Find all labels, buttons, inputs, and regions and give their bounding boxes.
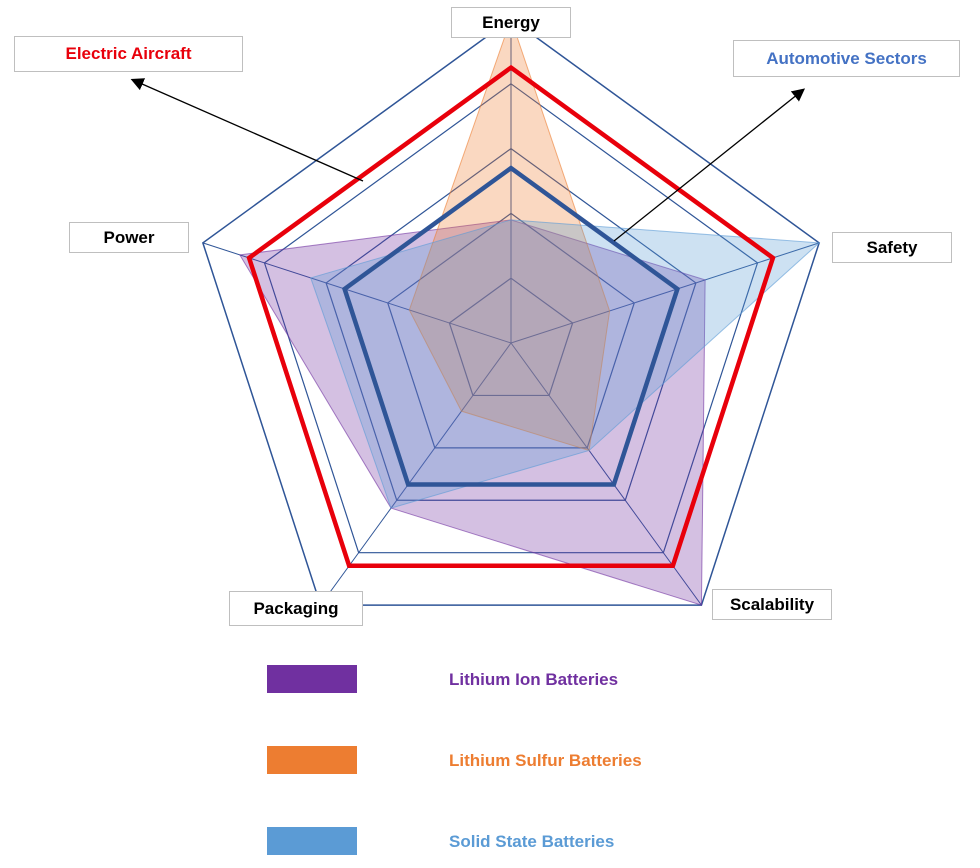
axis-spoke-safety — [510, 242, 820, 344]
axis-label-energy: Energy — [451, 7, 571, 38]
axis-label-safety: Safety — [832, 232, 952, 263]
legend-label-solid-state: Solid State Batteries — [449, 832, 615, 851]
grid-ring-2 — [448, 277, 574, 397]
axis-label-packaging: Packaging — [229, 591, 363, 626]
legend-swatch-lithium-ion — [267, 665, 357, 693]
series-area-lithium-ion-batteries — [239, 219, 706, 606]
grid-ring-10 — [201, 18, 821, 606]
grid-ring-4 — [387, 212, 635, 449]
legend-swatch-solid-state — [267, 827, 357, 855]
series-area-solid-state-batteries — [310, 219, 821, 509]
arrow-automotive-sectors — [613, 88, 806, 242]
axis-label-scalability: Scalability — [712, 589, 832, 620]
axis-spoke-packaging — [320, 342, 512, 606]
series-area-lithium-sulfur-batteries — [408, 17, 611, 452]
legend-label-lithium-sulfur: Lithium Sulfur Batteries — [449, 751, 642, 770]
grid-ring-8 — [263, 83, 759, 554]
grid-ring-6 — [325, 147, 697, 501]
highlight-ring-automotive-sectors — [341, 165, 681, 487]
annotation-electric-aircraft: Electric Aircraft — [14, 36, 243, 72]
legend-swatch-lithium-sulfur — [267, 746, 357, 774]
legend-label-lithium-ion: Lithium Ion Batteries — [449, 670, 619, 689]
arrow-electric-aircraft — [130, 78, 364, 182]
annotation-automotive-sectors: Automotive Sectors — [733, 40, 960, 77]
axis-label-power: Power — [69, 222, 189, 253]
axis-spoke-scalability — [510, 342, 702, 606]
axis-spoke-power — [202, 242, 512, 344]
highlight-ring-electric-aircraft — [246, 64, 776, 569]
